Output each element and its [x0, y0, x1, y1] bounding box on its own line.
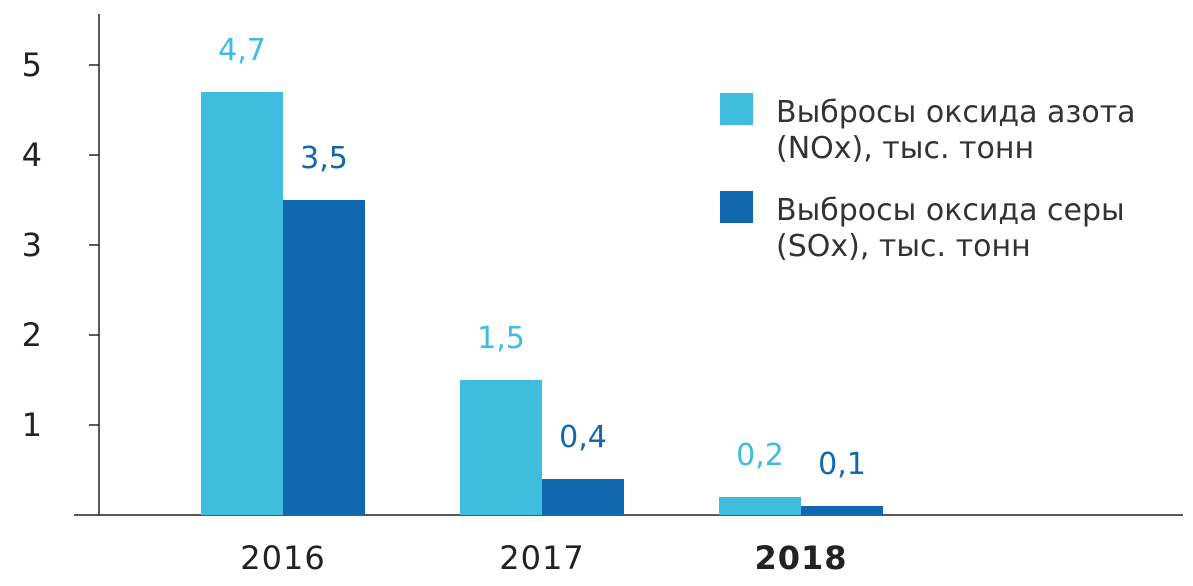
data-labels: 4,7 1,5 0,2 3,5 0,4 0,1 [218, 33, 866, 482]
x-tick-label: 2016 [240, 539, 325, 577]
bar-series1-2017 [460, 380, 542, 515]
legend-swatch [720, 93, 753, 125]
data-label: 0,4 [559, 420, 607, 455]
data-label: 1,5 [477, 321, 525, 356]
data-label: 0,2 [736, 438, 784, 473]
y-tick-label: 5 [22, 46, 42, 84]
data-label: 3,5 [300, 141, 348, 176]
y-tick-label: 1 [22, 406, 42, 444]
bars [201, 92, 883, 515]
data-label: 4,7 [218, 33, 266, 68]
bar-series1-2016 [201, 92, 283, 515]
legend-label: (NOx), тыс. тонн [776, 131, 1034, 166]
legend-swatch [720, 191, 753, 223]
legend-label: Выбросы оксида серы [776, 193, 1125, 228]
legend: Выбросы оксида азота(NOx), тыс. тонн Выбр… [720, 93, 1136, 264]
x-tick-label: 2018 [754, 539, 847, 577]
x-tick-label: 2017 [499, 539, 584, 577]
bar-series2-2016 [283, 200, 365, 515]
legend-label: Выбросы оксида азота [776, 95, 1136, 130]
bar-series1-2018 [719, 497, 801, 515]
bar-series2-2018 [801, 506, 883, 515]
data-label: 0,1 [818, 447, 866, 482]
x-axis-labels: 2016 2017 2018 [240, 539, 847, 577]
legend-label: (SOx), тыс. тонн [776, 229, 1031, 264]
y-tick-label: 3 [22, 226, 42, 264]
y-tick-label: 2 [22, 316, 42, 354]
y-tick-label: 4 [22, 136, 42, 174]
y-axis-ticks: 1 2 3 4 5 [22, 46, 99, 444]
bar-series2-2017 [542, 479, 624, 515]
